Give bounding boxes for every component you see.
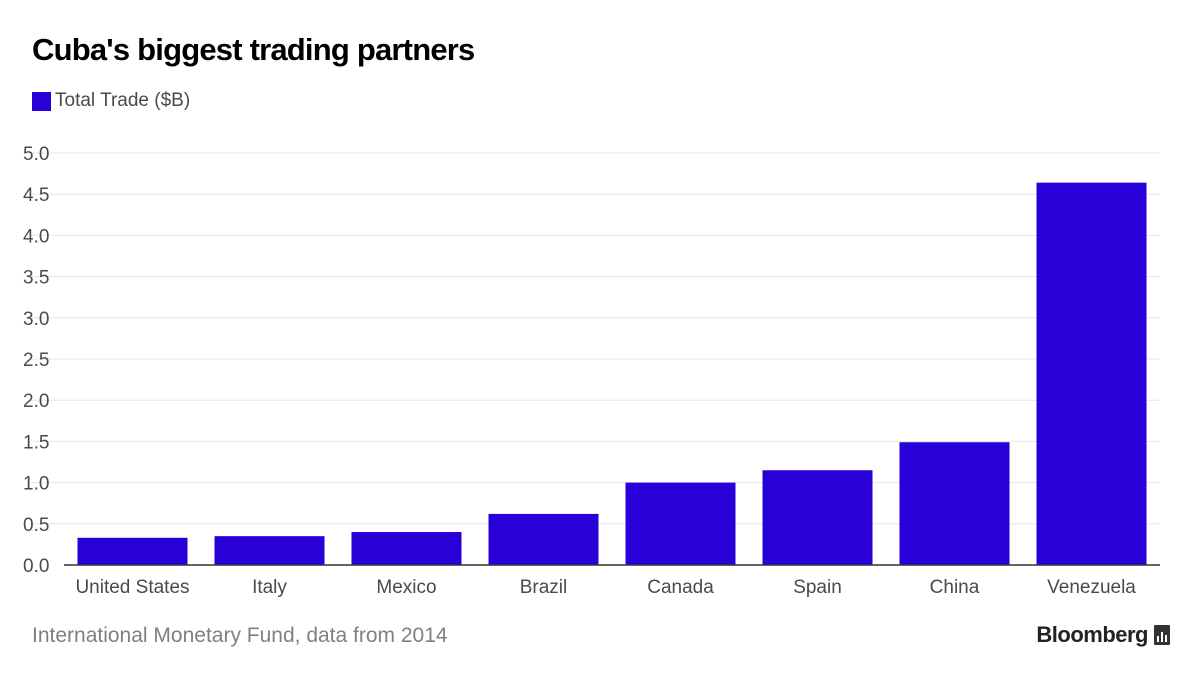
bar-italy — [214, 536, 325, 565]
bar-venezuela — [1036, 182, 1147, 565]
x-tick-label: Canada — [647, 577, 714, 598]
y-tick-label: 4.0 — [23, 226, 49, 247]
y-tick-label: 4.5 — [23, 185, 49, 206]
y-tick-label: 1.5 — [23, 432, 49, 453]
x-tick-label: Brazil — [520, 577, 568, 598]
bar-china — [899, 442, 1010, 565]
brand-logo: Bloomberg — [1036, 622, 1170, 648]
source-note: International Monetary Fund, data from 2… — [32, 624, 448, 647]
x-tick-label: Spain — [793, 577, 842, 598]
bar-mexico — [351, 532, 462, 565]
x-tick-label: Venezuela — [1047, 577, 1136, 598]
y-tick-label: 0.0 — [23, 556, 49, 577]
x-tick-label: China — [930, 577, 980, 598]
bar-brazil — [488, 513, 599, 565]
y-tick-label: 2.0 — [23, 391, 49, 412]
y-tick-label: 5.0 — [23, 144, 49, 165]
legend: Total Trade ($B) — [32, 90, 190, 112]
x-tick-label: United States — [75, 577, 189, 598]
chart-title: Cuba's biggest trading partners — [32, 32, 475, 67]
y-tick-label: 3.0 — [23, 309, 49, 330]
y-tick-label: 0.5 — [23, 515, 49, 536]
bar-spain — [762, 470, 873, 565]
bloomberg-chart-icon — [1154, 625, 1170, 645]
bar-united-states — [77, 537, 188, 565]
x-tick-label: Italy — [252, 577, 287, 598]
legend-label: Total Trade ($B) — [55, 90, 191, 111]
y-tick-label: 2.5 — [23, 350, 49, 371]
y-tick-label: 3.5 — [23, 268, 49, 289]
x-tick-label: Mexico — [376, 577, 436, 598]
bar-canada — [625, 482, 736, 565]
legend-swatch — [32, 91, 51, 111]
y-tick-label: 1.0 — [23, 474, 49, 495]
brand-name: Bloomberg — [1036, 622, 1148, 647]
